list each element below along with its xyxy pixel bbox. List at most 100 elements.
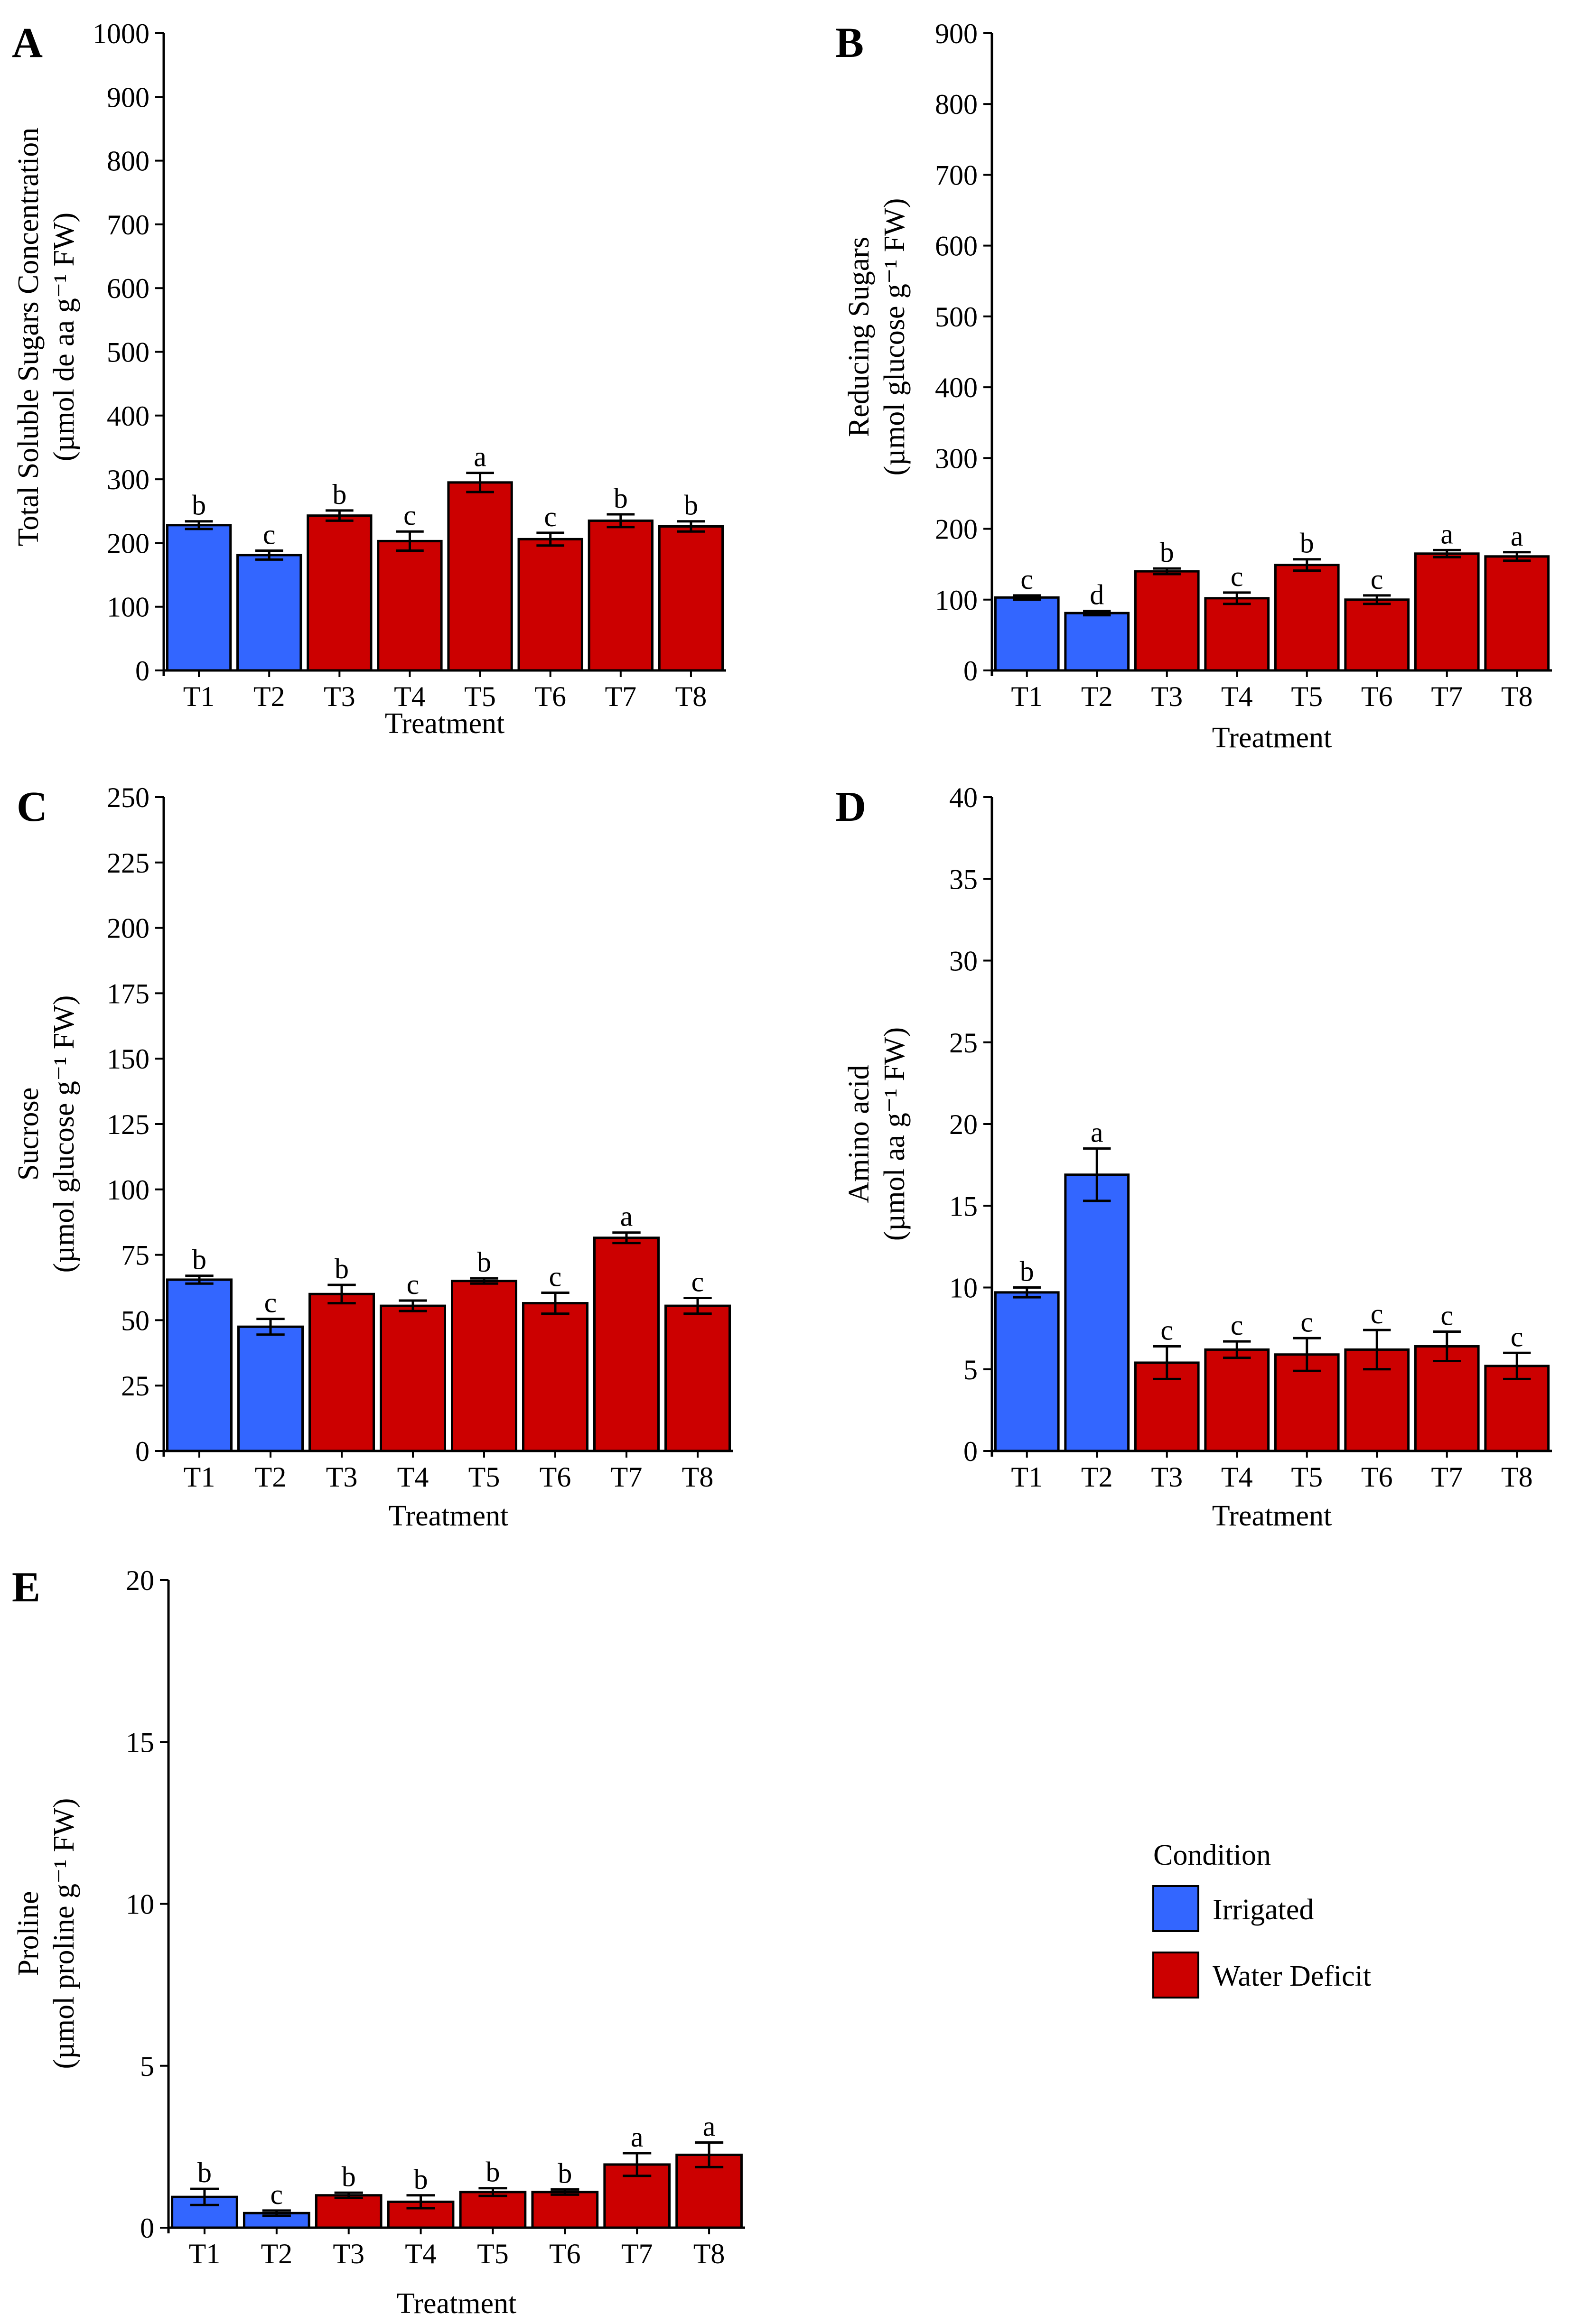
bar — [588, 519, 654, 672]
significance-letter: a — [620, 1201, 633, 1232]
x-axis-label: Treatment — [385, 707, 505, 740]
y-axis-label-line1: Sucrose — [12, 1088, 45, 1181]
significance-letter: c — [407, 1269, 420, 1300]
x-tick-label: T5 — [1291, 1461, 1323, 1493]
x-tick-label: T3 — [326, 1461, 358, 1493]
x-tick-label: T1 — [189, 2238, 221, 2269]
bar — [531, 2191, 599, 2229]
bar — [517, 538, 583, 672]
legend-swatch-water-deficit — [1152, 1952, 1199, 1999]
x-tick-label: T5 — [464, 681, 496, 712]
x-tick-label: T1 — [1011, 1461, 1043, 1493]
bar — [237, 1325, 304, 1452]
x-tick-label: T8 — [1501, 1461, 1533, 1493]
significance-letter: a — [703, 2111, 716, 2142]
y-tick-label: 800 — [935, 89, 978, 120]
x-tick-label: T8 — [682, 1461, 714, 1493]
panel-letter: C — [17, 783, 47, 830]
y-tick-label: 30 — [949, 946, 978, 977]
significance-letter: c — [549, 1261, 562, 1292]
x-tick-label: T5 — [1291, 681, 1323, 712]
bar — [307, 514, 373, 672]
x-axis-label: Treatment — [1212, 722, 1332, 754]
y-tick-label: 15 — [126, 1727, 154, 1758]
significance-letter: c — [1440, 1300, 1453, 1331]
bar — [447, 481, 513, 672]
significance-letter: d — [1090, 579, 1104, 611]
y-tick-label: 5 — [140, 2051, 154, 2082]
significance-letter: c — [1300, 1306, 1313, 1338]
significance-letter: a — [474, 441, 486, 473]
y-tick-label: 10 — [949, 1273, 978, 1304]
x-tick-label: T4 — [1221, 681, 1253, 712]
significance-letter: b — [1020, 1256, 1034, 1287]
significance-letter: b — [192, 1244, 206, 1275]
y-tick-label: 400 — [107, 400, 149, 432]
significance-letter: b — [614, 483, 628, 514]
y-tick-label: 0 — [135, 655, 149, 687]
y-tick-label: 1000 — [93, 18, 149, 49]
legend: Condition Irrigated Water Deficit — [1152, 1839, 1371, 1999]
y-tick-label: 900 — [107, 82, 149, 113]
bar — [377, 539, 443, 672]
x-tick-label: T7 — [1431, 681, 1463, 712]
y-axis-label-line1: Total Soluble Sugars Concentration — [12, 128, 45, 546]
bar — [236, 554, 302, 672]
bar — [994, 1291, 1060, 1452]
panel-e: E Proline (µmol proline g⁻¹ FW) Treatmen… — [12, 1564, 745, 2320]
x-axis-label: Treatment — [1212, 1500, 1332, 1532]
bar — [522, 1302, 588, 1452]
x-tick-label: T7 — [605, 681, 636, 712]
bar — [1134, 570, 1200, 672]
y-axis-label-line1: Proline — [12, 1891, 45, 1976]
y-tick-label: 0 — [963, 655, 978, 687]
bar — [451, 1280, 517, 1452]
significance-letter: a — [631, 2121, 644, 2153]
panel-letter: A — [12, 19, 43, 66]
y-tick-label: 150 — [107, 1043, 149, 1075]
significance-letter: b — [332, 479, 346, 510]
x-tick-label: T6 — [1361, 681, 1393, 712]
panel-letter: B — [835, 19, 864, 66]
x-tick-label: T4 — [1221, 1461, 1253, 1493]
significance-letter: b — [414, 2164, 428, 2195]
y-tick-label: 20 — [949, 1109, 978, 1140]
x-tick-label: T2 — [1081, 681, 1113, 712]
legend-label-irrigated: Irrigated — [1213, 1894, 1314, 1926]
bar — [1344, 598, 1410, 672]
significance-letter: b — [197, 2157, 212, 2188]
x-tick-label: T2 — [261, 2238, 292, 2269]
y-tick-label: 250 — [107, 782, 149, 813]
significance-letter: a — [1511, 521, 1523, 552]
x-tick-label: T6 — [534, 681, 566, 712]
bar — [664, 1304, 731, 1452]
panel-letter: D — [835, 783, 866, 830]
significance-letter: b — [1300, 528, 1314, 559]
bar — [308, 1292, 375, 1452]
y-axis-label-line2: (µmol glucose g⁻¹ FW) — [48, 995, 80, 1273]
significance-letter: c — [1231, 1310, 1243, 1341]
bar — [380, 1304, 446, 1452]
y-tick-label: 10 — [126, 1889, 154, 1920]
bar — [593, 1236, 660, 1452]
x-tick-label: T3 — [1151, 681, 1183, 712]
significance-letter: b — [684, 490, 698, 521]
bar — [1414, 552, 1480, 672]
x-axis-label: Treatment — [397, 2287, 517, 2320]
y-tick-label: 700 — [935, 159, 978, 191]
bar — [1064, 1173, 1130, 1452]
y-tick-label: 25 — [949, 1027, 978, 1059]
significance-letter: c — [1231, 561, 1243, 592]
legend-label-water-deficit: Water Deficit — [1213, 1960, 1371, 1992]
significance-letter: b — [1160, 537, 1174, 568]
significance-letter: c — [1371, 564, 1383, 595]
y-tick-label: 900 — [935, 18, 978, 49]
x-tick-label: T1 — [184, 1461, 215, 1493]
y-tick-label: 300 — [107, 464, 149, 495]
panel-c: C Sucrose (µmol glucose g⁻¹ FW) Treatmen… — [12, 782, 733, 1532]
y-tick-label: 500 — [935, 301, 978, 333]
bar — [658, 525, 724, 672]
significance-letter: c — [544, 501, 557, 532]
panel-a: A Total Soluble Sugars Concentration (µm… — [12, 18, 726, 740]
x-tick-label: T6 — [549, 2238, 581, 2269]
